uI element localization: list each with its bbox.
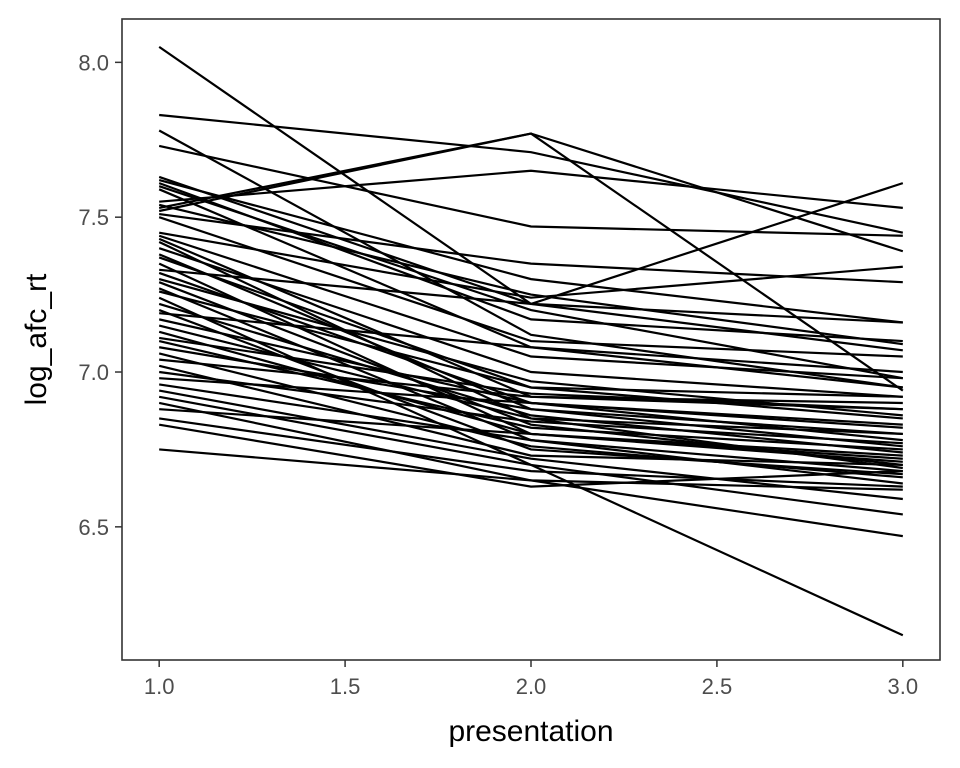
series-line-50 xyxy=(159,417,903,488)
x-tick-label: 2.5 xyxy=(702,674,733,699)
x-tick-label: 3.0 xyxy=(888,674,919,699)
series-line-38 xyxy=(158,339,903,451)
x-tick-label: 1.5 xyxy=(330,674,361,699)
series-line-33 xyxy=(159,312,903,374)
series-line-47 xyxy=(158,395,903,516)
series-line-6 xyxy=(158,178,903,324)
y-axis: 6.5 7.0 7.5 8.0 xyxy=(78,50,122,540)
series-line-41 xyxy=(159,358,903,405)
series-line-17 xyxy=(158,234,903,380)
series-line-39 xyxy=(159,346,903,436)
series-line-4 xyxy=(158,144,903,237)
series-line-49 xyxy=(159,408,903,457)
series-line-15 xyxy=(158,216,903,358)
y-tick-label: 7.0 xyxy=(78,360,109,385)
series-line-45 xyxy=(159,383,903,485)
series-line-13 xyxy=(158,132,904,392)
y-tick-label: 6.5 xyxy=(78,515,109,540)
series-line-42 xyxy=(158,364,903,467)
series-line-16 xyxy=(158,231,903,299)
y-tick-label: 8.0 xyxy=(78,50,109,75)
series-line-1 xyxy=(158,45,904,306)
y-tick-label: 7.5 xyxy=(78,205,109,230)
series-line-37 xyxy=(159,336,903,411)
series-line-51 xyxy=(159,423,903,488)
y-axis-title: log_afc_rt xyxy=(20,273,53,405)
series-line-52 xyxy=(159,448,903,491)
x-tick-label: 1.0 xyxy=(144,674,175,699)
x-axis: 1.0 1.5 2.0 2.5 3.0 xyxy=(144,660,918,699)
series-line-10 xyxy=(159,169,903,209)
series-line-11 xyxy=(158,203,903,346)
series-line-2 xyxy=(159,113,904,234)
series-line-8 xyxy=(158,185,904,380)
series-line-20 xyxy=(158,247,903,398)
series-lines xyxy=(158,45,904,637)
x-tick-label: 2.0 xyxy=(516,674,547,699)
series-line-24 xyxy=(159,268,903,324)
x-axis-title: presentation xyxy=(448,715,613,748)
series-line-44 xyxy=(159,377,903,426)
series-line-31 xyxy=(158,302,903,454)
series-line-40 xyxy=(158,352,903,479)
series-line-43 xyxy=(159,370,903,445)
